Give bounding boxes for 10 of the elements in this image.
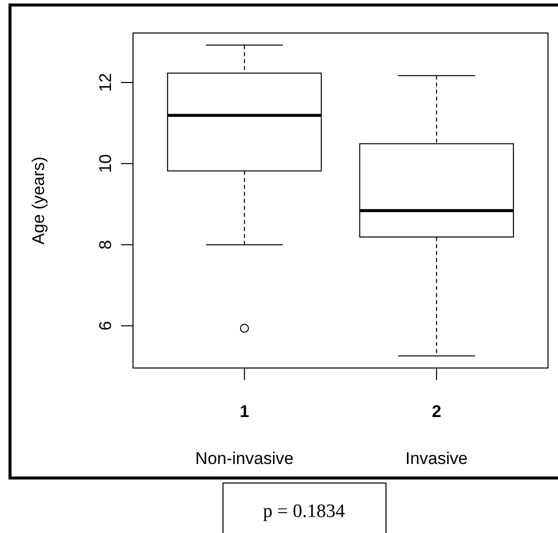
y-axis-title: Age (years) bbox=[29, 156, 48, 244]
y-tick-label: 10 bbox=[96, 154, 115, 174]
x-tick-label: 2 bbox=[432, 402, 442, 421]
y-tick-label: 12 bbox=[96, 73, 115, 92]
text: p = 0.1834 bbox=[263, 501, 346, 522]
text: Non-invasive bbox=[195, 449, 294, 468]
y-tick-label: 8 bbox=[96, 240, 115, 250]
y-tick-label: 6 bbox=[96, 321, 115, 331]
x-tick-label: 1 bbox=[240, 402, 250, 421]
text: Invasive bbox=[405, 449, 468, 468]
